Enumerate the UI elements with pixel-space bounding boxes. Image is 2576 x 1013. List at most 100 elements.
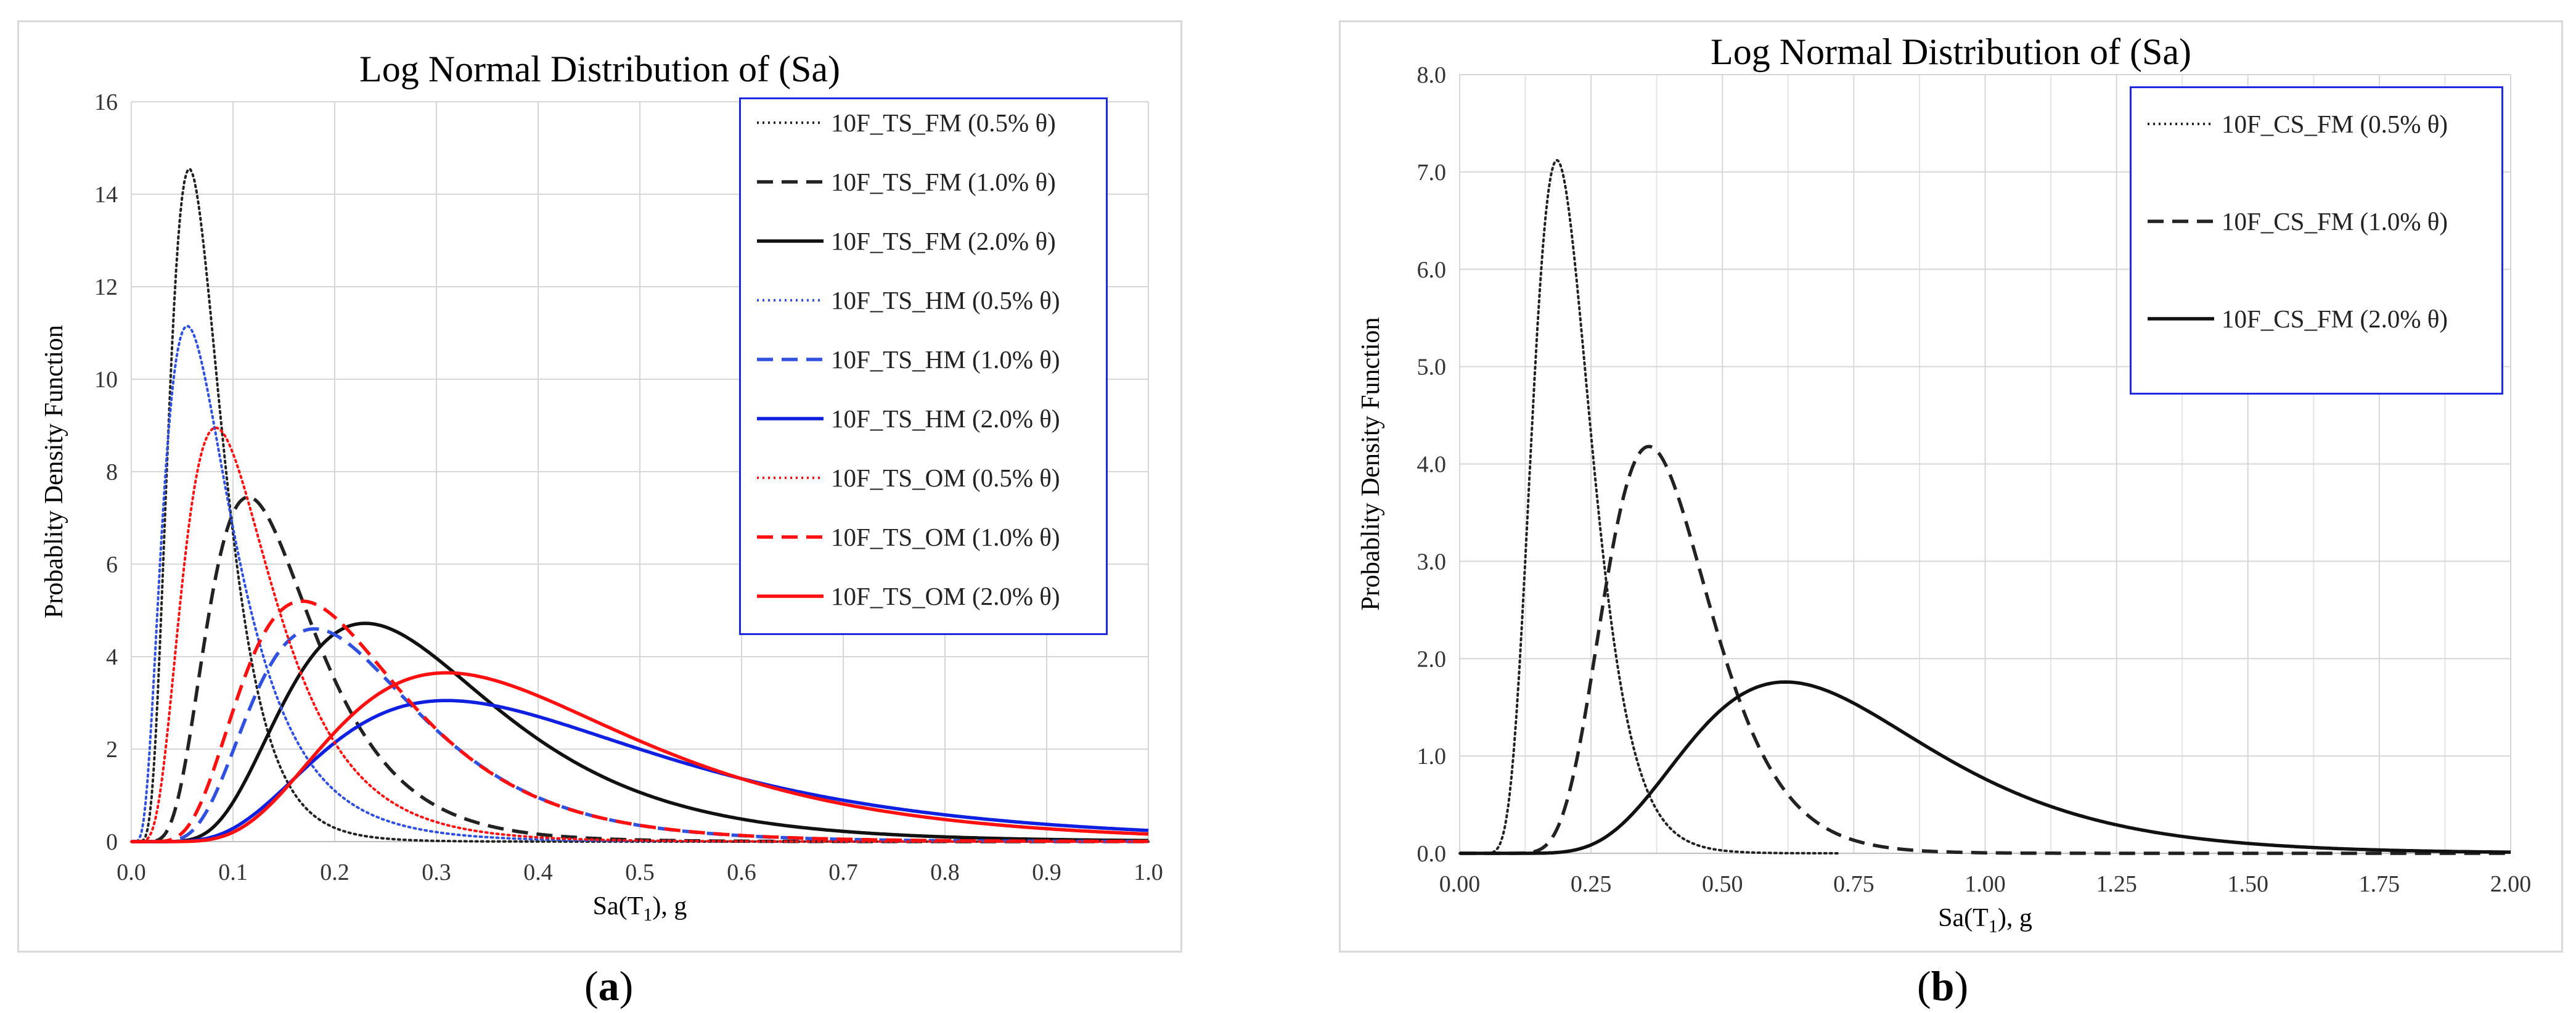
y-tick-label: 6.0 xyxy=(1417,257,1447,283)
y-tick-label: 4.0 xyxy=(1417,452,1447,478)
x-tick-label: 1.25 xyxy=(2096,871,2137,897)
legend-a: 10F_TS_FM (0.5% θ) 10F_TS_FM (1.0% θ) 10F_… xyxy=(739,97,1108,635)
legend-entry: 10F_CS_FM (1.0% θ) xyxy=(2132,203,2501,240)
x-tick-label: 0.2 xyxy=(320,859,350,885)
legend-entry: 10F_TS_OM (2.0% θ) xyxy=(741,578,1106,615)
x-tick-label: 2.00 xyxy=(2490,871,2532,897)
x-tick-label: 0.3 xyxy=(422,859,451,885)
legend-label: 10F_TS_FM (1.0% θ) xyxy=(831,168,1056,196)
x-tick-label: 0.0 xyxy=(117,859,146,885)
x-tick-label: 0.4 xyxy=(523,859,553,885)
x-tick-label: 0.1 xyxy=(218,859,248,885)
series-line xyxy=(1460,445,2511,855)
plot-area-b: 0.00 0.25 0.50 0.75 1.00 1.25 1.50 1.75 2.00 0.0 1… xyxy=(1357,62,2532,937)
legend-label: 10F_TS_OM (2.0% θ) xyxy=(831,582,1060,610)
x-axis-title-subscript: 1 xyxy=(643,904,652,925)
series-lines xyxy=(1458,159,2511,855)
x-tick-label: 0.50 xyxy=(1702,871,1743,897)
legend-entry: 10F_TS_OM (1.0% θ) xyxy=(741,519,1106,556)
y-tick-label: 7.0 xyxy=(1417,160,1447,186)
legend-swatch xyxy=(757,239,824,243)
series-line xyxy=(131,599,1148,843)
legend-swatch xyxy=(2148,219,2214,223)
x-axis-title: Sa(T1), g xyxy=(593,892,687,925)
y-tick-label: 16 xyxy=(94,89,118,115)
x-tick-label: 0.00 xyxy=(1439,871,1481,897)
y-tick-label: 6 xyxy=(106,552,118,578)
y-tick-label: 1.0 xyxy=(1417,744,1447,769)
x-tick-label: 0.7 xyxy=(828,859,858,885)
legend-swatch xyxy=(2148,317,2214,321)
legend-label: 10F_CS_FM (2.0% θ) xyxy=(2222,305,2448,333)
caption-a-letter: a xyxy=(598,962,619,1009)
y-tick-label: 12 xyxy=(94,274,118,300)
y-tick-label: 3.0 xyxy=(1417,549,1447,575)
y-tick-label: 0 xyxy=(106,829,118,855)
legend-label: 10F_TS_OM (1.0% θ) xyxy=(831,523,1060,551)
legend-swatch xyxy=(757,121,824,124)
chart-title-a: Log Normal Distribution of (Sa) xyxy=(359,49,840,89)
caption-b-letter: b xyxy=(1931,962,1955,1009)
series-line xyxy=(130,426,1150,843)
y-tick-labels: 0 2 4 6 8 10 12 14 16 xyxy=(94,89,118,855)
x-axis-title: Sa(T1), g xyxy=(1938,904,2032,937)
legend-entry: 10F_TS_FM (0.5% θ) xyxy=(741,104,1106,141)
y-tick-label: 10 xyxy=(94,367,118,393)
legend-swatch xyxy=(757,299,824,301)
y-tick-label: 5.0 xyxy=(1417,355,1447,380)
x-tick-label: 0.6 xyxy=(727,859,756,885)
y-axis-title: Probablity Density Function xyxy=(1357,318,1385,611)
series-line xyxy=(1458,159,1839,855)
legend-entry: 10F_TS_FM (1.0% θ) xyxy=(741,163,1106,200)
legend-b: 10F_CS_FM (0.5% θ) 10F_CS_FM (1.0% θ) 10F_… xyxy=(2130,86,2503,395)
y-tick-label: 2.0 xyxy=(1417,646,1447,672)
x-tick-labels: 0.00 0.25 0.50 0.75 1.00 1.25 1.50 1.75 2.00 xyxy=(1439,871,2532,897)
chart-title-b: Log Normal Distribution of (Sa) xyxy=(1711,31,2191,72)
y-tick-label: 14 xyxy=(94,182,118,208)
x-tick-label: 1.0 xyxy=(1134,859,1163,885)
y-tick-labels: 0.0 1.0 2.0 3.0 4.0 5.0 6.0 7.0 8.0 xyxy=(1417,62,1447,867)
legend-entry: 10F_TS_HM (0.5% θ) xyxy=(741,282,1106,319)
legend-entry: 10F_TS_HM (1.0% θ) xyxy=(741,341,1106,378)
legend-label: 10F_CS_FM (0.5% θ) xyxy=(2222,110,2448,138)
y-axis-title: Probablity Density Function xyxy=(40,325,68,618)
caption-b: (b) xyxy=(1917,962,1969,1009)
x-tick-label: 0.5 xyxy=(625,859,655,885)
legend-swatch xyxy=(757,594,824,598)
legend-swatch xyxy=(757,477,824,479)
legend-entry: 10F_TS_HM (2.0% θ) xyxy=(741,400,1106,437)
x-tick-labels: 0.0 0.1 0.2 0.3 0.4 0.5 0.6 0.7 0.8 0.9 1.0 xyxy=(117,859,1163,885)
y-tick-label: 4 xyxy=(106,644,118,670)
legend-entry: 10F_CS_FM (2.0% θ) xyxy=(2132,300,2501,337)
x-tick-label: 0.9 xyxy=(1032,859,1061,885)
x-tick-label: 0.75 xyxy=(1833,871,1875,897)
series-line xyxy=(131,671,1149,843)
legend-swatch xyxy=(2148,123,2214,125)
y-tick-label: 2 xyxy=(106,737,118,763)
legend-entry: 10F_CS_FM (0.5% θ) xyxy=(2132,105,2501,142)
y-tick-label: 0.0 xyxy=(1417,841,1447,867)
series-line xyxy=(1460,680,2511,855)
x-tick-label: 0.25 xyxy=(1571,871,1612,897)
chart-panel-a: Log Normal Distribution of (Sa) 0.0 0.1 0.… xyxy=(17,20,1182,953)
legend-label: 10F_TS_FM (0.5% θ) xyxy=(831,109,1056,137)
caption-a: (a) xyxy=(584,962,634,1009)
legend-swatch xyxy=(757,535,824,539)
legend-label: 10F_TS_HM (1.0% θ) xyxy=(831,345,1060,374)
x-tick-label: 1.75 xyxy=(2359,871,2400,897)
legend-swatch xyxy=(757,417,824,420)
series-lines xyxy=(130,168,1150,843)
y-tick-label: 8.0 xyxy=(1417,62,1447,88)
x-tick-label: 0.8 xyxy=(930,859,960,885)
legend-label: 10F_TS_HM (2.0% θ) xyxy=(831,404,1060,433)
x-axis-title-subscript: 1 xyxy=(1989,916,1998,937)
legend-entry: 10F_TS_OM (0.5% θ) xyxy=(741,459,1106,496)
legend-label: 10F_TS_FM (2.0% θ) xyxy=(831,227,1056,255)
x-tick-label: 1.00 xyxy=(1965,871,2006,897)
legend-swatch xyxy=(757,358,824,361)
legend-label: 10F_TS_HM (0.5% θ) xyxy=(831,286,1060,314)
x-axis-title-rest: ), g xyxy=(1998,904,2032,932)
legend-swatch xyxy=(757,180,824,184)
x-tick-label: 1.50 xyxy=(2228,871,2269,897)
x-axis-title-rest: ), g xyxy=(652,892,687,921)
